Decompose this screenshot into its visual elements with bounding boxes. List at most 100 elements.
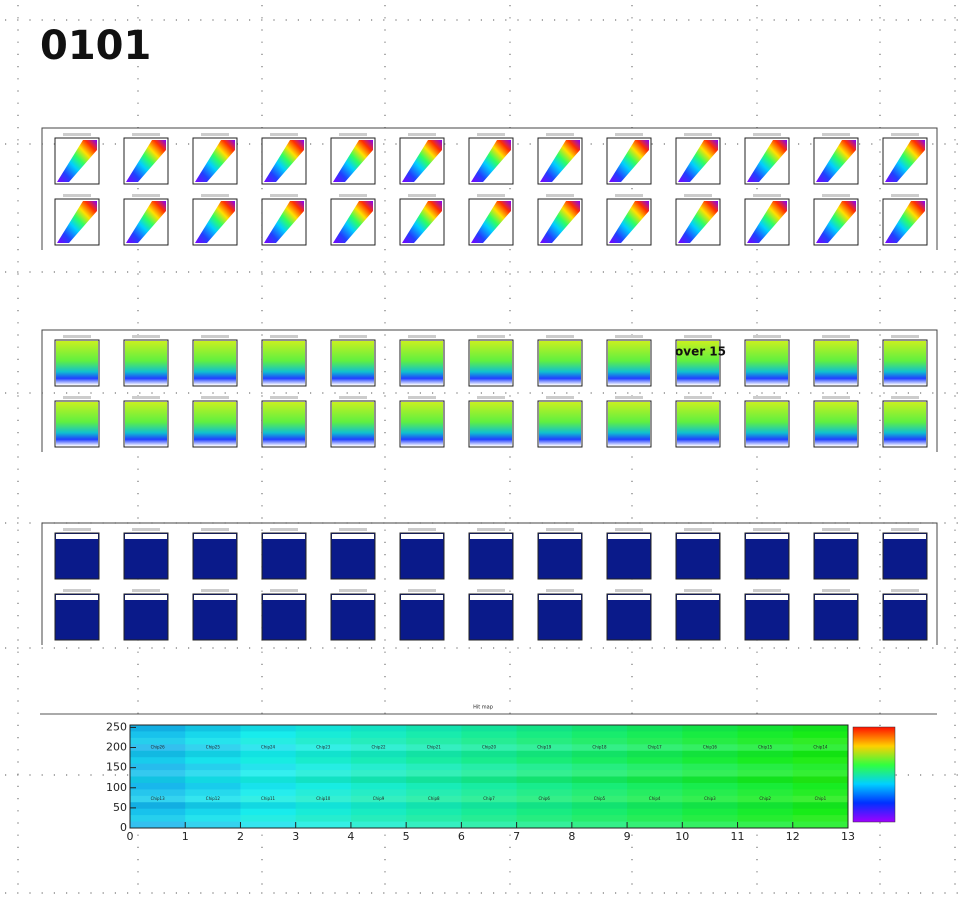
chip-label: Chip5 <box>594 796 606 801</box>
heat-cell <box>130 744 186 752</box>
panel-band <box>195 201 235 243</box>
heat-cell <box>350 821 407 829</box>
panel-box <box>330 532 376 580</box>
heat-cell <box>682 737 739 745</box>
panel-title-strip <box>63 589 91 592</box>
panel-title-strip <box>270 133 298 136</box>
panel-title-strip <box>684 396 712 399</box>
x-tick-label: 1 <box>182 830 189 843</box>
panel-title-strip <box>408 194 436 197</box>
heat-cell <box>130 757 186 765</box>
chip-label: Chip10 <box>316 796 331 801</box>
heat-cell <box>516 821 573 829</box>
heat-cell <box>792 770 849 777</box>
heat-cell <box>240 789 297 797</box>
panel-fill <box>470 341 512 385</box>
heat-cell <box>240 770 297 777</box>
panel-box <box>123 593 169 641</box>
heat-cell <box>792 725 849 732</box>
chip-label: Chip2 <box>759 796 771 801</box>
chip-label: Chip16 <box>703 745 718 750</box>
heat-cell <box>295 737 352 745</box>
heat-cell <box>240 802 297 810</box>
panel-box <box>192 593 238 641</box>
chip-label: Chip26 <box>151 745 166 750</box>
panel-band <box>678 140 718 182</box>
y-tick-label: 0 <box>120 821 127 834</box>
panel-band <box>609 201 649 243</box>
heat-cell <box>240 821 297 829</box>
heat-cell <box>185 795 241 803</box>
panel-title-strip <box>615 589 643 592</box>
y-tick-label: 250 <box>106 720 127 733</box>
panel-box <box>261 532 307 580</box>
panel-top <box>884 534 926 539</box>
heat-cell <box>516 750 573 758</box>
heat-cell <box>682 744 739 752</box>
panel-title-strip <box>822 133 850 136</box>
panel-title-strip <box>822 589 850 592</box>
heat-cell <box>295 789 352 797</box>
panel-title-strip <box>63 335 91 338</box>
hitmap-title: Hit map <box>473 705 493 711</box>
heat-cell <box>571 750 628 758</box>
heat-cell <box>737 770 794 777</box>
panel-title-strip <box>408 335 436 338</box>
heat-cell <box>516 744 573 752</box>
heat-cell <box>571 757 628 765</box>
panel-title-strip <box>753 133 781 136</box>
page-title: 0101 <box>40 23 151 69</box>
heat-cell <box>737 763 794 771</box>
panel-title-strip <box>201 396 229 399</box>
panel-band <box>609 140 649 182</box>
heat-cell <box>571 744 628 752</box>
panel-title-strip <box>615 335 643 338</box>
panel-title-strip <box>891 396 919 399</box>
heat-cell <box>461 744 518 752</box>
heat-cell <box>682 795 739 803</box>
chip-label: Chip8 <box>428 796 440 801</box>
panel-title-strip <box>339 396 367 399</box>
panel-top <box>608 595 650 600</box>
chip-label: Chip14 <box>813 745 828 750</box>
panel-band <box>885 201 925 243</box>
heat-cell <box>461 757 518 765</box>
panel-title-strip <box>201 133 229 136</box>
heat-cell <box>130 763 186 771</box>
panel-title-strip <box>339 528 367 531</box>
panel-title-strip <box>477 133 505 136</box>
heat-cell <box>240 737 297 745</box>
panel-top <box>470 534 512 539</box>
heat-cell <box>682 776 739 784</box>
heat-cell <box>516 802 573 810</box>
heat-cell <box>130 731 186 739</box>
heat-cell <box>130 737 186 745</box>
heat-cell <box>350 737 407 745</box>
heat-cell <box>627 808 683 816</box>
panel-title-strip <box>546 194 574 197</box>
panel-title-strip <box>753 589 781 592</box>
x-tick-label: 12 <box>786 830 800 843</box>
heat-cell <box>240 750 297 758</box>
heat-cell <box>130 725 186 732</box>
panel-band <box>333 140 373 182</box>
panel-title-strip <box>339 133 367 136</box>
panel-box <box>330 593 376 641</box>
heat-cell <box>350 808 407 816</box>
heat-cell <box>130 782 186 790</box>
heat-cell <box>240 782 297 790</box>
heat-cell <box>627 815 683 823</box>
color-bar <box>852 726 896 823</box>
panel-fill <box>815 402 857 446</box>
panel-top <box>746 534 788 539</box>
heat-cell <box>461 731 518 739</box>
heat-cell <box>406 737 462 745</box>
heat-cell <box>185 815 241 823</box>
panel-title-strip <box>201 589 229 592</box>
panel-top <box>815 534 857 539</box>
heat-cell <box>406 808 462 816</box>
heat-cell <box>350 815 407 823</box>
chip-label: Chip4 <box>649 796 661 801</box>
heat-cell <box>240 731 297 739</box>
heat-cell <box>130 808 186 816</box>
